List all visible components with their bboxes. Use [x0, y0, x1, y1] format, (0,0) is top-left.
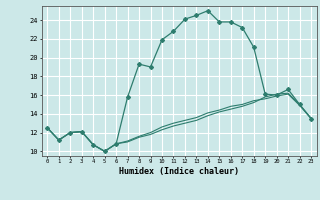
X-axis label: Humidex (Indice chaleur): Humidex (Indice chaleur) — [119, 167, 239, 176]
